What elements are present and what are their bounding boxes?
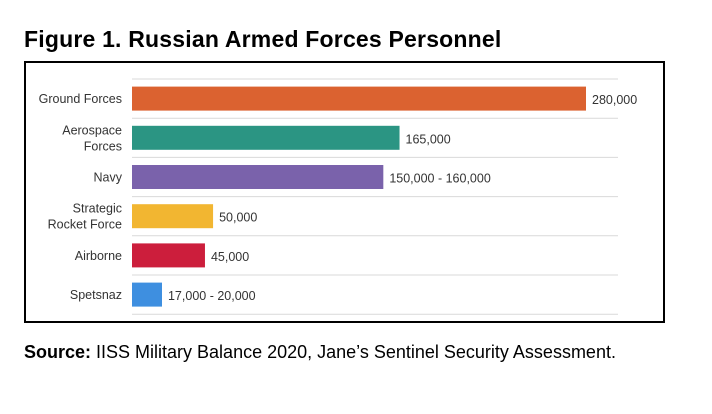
grid-lines [132,78,618,315]
value-label: 17,000 - 20,000 [168,289,256,303]
bar-chart: Ground Forces Aerospace Forces Navy Strategi… [39,78,637,315]
category-label: Ground Forces [39,92,122,106]
category-label: Airborne [75,249,122,263]
bar [132,165,384,189]
category-labels: Ground Forces Aerospace Forces Navy Strategi… [39,92,123,302]
value-labels: 280,000 165,000 150,000 - 160,000 50,000 45,… [168,93,637,303]
figure-title: Figure 1. Russian Armed Forces Personnel [24,26,502,52]
bar [132,86,586,111]
category-label: Aerospace Forces [62,123,122,153]
value-label: 150,000 - 160,000 [389,172,491,186]
source-label: Source: [24,342,92,362]
value-label: 50,000 [219,211,257,225]
category-label: Spetsnaz [70,288,122,302]
category-label: Strategic Rocket Force [48,202,122,232]
bar [132,243,205,268]
category-label: Navy [94,171,123,185]
bar [132,125,400,150]
value-label: 280,000 [592,93,637,107]
bars [132,86,586,307]
source-note: Source: IISS Military Balance 2020, Jane… [24,338,624,366]
bar [132,282,162,307]
chart-frame: Ground Forces Aerospace Forces Navy Strategi… [24,61,665,323]
bar [132,204,214,229]
value-label: 45,000 [211,250,249,264]
value-label: 165,000 [406,132,451,146]
source-text: IISS Military Balance 2020, Jane’s Senti… [91,342,616,362]
